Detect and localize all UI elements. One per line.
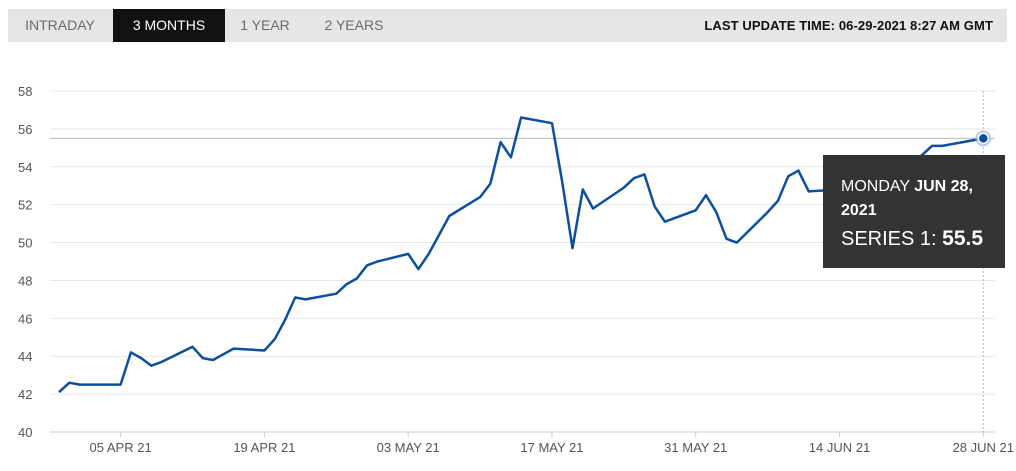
tooltip-date: MONDAY JUN 28, 2021 bbox=[841, 175, 993, 223]
data-point bbox=[447, 214, 451, 218]
x-tick-label: 19 APR 21 bbox=[233, 440, 295, 455]
y-tick-label: 50 bbox=[18, 236, 32, 251]
data-point bbox=[201, 356, 205, 360]
x-tick-label: 05 APR 21 bbox=[90, 440, 152, 455]
data-point bbox=[725, 237, 729, 241]
data-point bbox=[293, 295, 297, 299]
y-tick-label: 52 bbox=[18, 198, 32, 213]
data-point bbox=[519, 116, 523, 120]
tab-3-months[interactable]: 3 MONTHS bbox=[113, 9, 225, 42]
tab-intraday[interactable]: INTRADAY bbox=[25, 17, 95, 33]
data-point bbox=[67, 381, 71, 385]
tooltip-series-label: SERIES 1: bbox=[841, 228, 937, 250]
timeframe-tabbar: INTRADAY 3 MONTHS 1 YEAR 2 YEARS LAST UP… bbox=[8, 9, 1007, 42]
data-point bbox=[930, 144, 934, 148]
tooltip-date-value: JUN 28, 2021 bbox=[841, 178, 973, 219]
y-tick-label: 42 bbox=[18, 387, 32, 402]
data-point bbox=[704, 193, 708, 197]
data-point bbox=[406, 252, 410, 256]
data-point bbox=[581, 188, 585, 192]
data-point bbox=[283, 318, 287, 322]
data-point bbox=[694, 208, 698, 212]
data-point bbox=[488, 182, 492, 186]
data-point bbox=[571, 246, 575, 250]
data-point bbox=[499, 140, 503, 144]
x-tick-label: 17 MAY 21 bbox=[520, 440, 583, 455]
y-tick-label: 48 bbox=[18, 273, 32, 288]
data-point bbox=[119, 383, 123, 387]
x-tick-label: 31 MAY 21 bbox=[664, 440, 727, 455]
data-point bbox=[139, 356, 143, 360]
data-point bbox=[88, 383, 92, 387]
data-point bbox=[622, 186, 626, 190]
data-point bbox=[355, 277, 359, 281]
series-line bbox=[58, 116, 984, 394]
data-point bbox=[642, 172, 646, 176]
data-point bbox=[714, 210, 718, 214]
tooltip-value: 55.5 bbox=[942, 227, 984, 250]
y-tick-label: 58 bbox=[18, 84, 32, 99]
data-point bbox=[591, 206, 595, 210]
data-point bbox=[663, 220, 667, 224]
data-point bbox=[375, 260, 379, 264]
data-point bbox=[950, 142, 954, 146]
tab-2-years[interactable]: 2 YEARS bbox=[324, 17, 384, 33]
data-point bbox=[478, 195, 482, 199]
data-point bbox=[262, 349, 266, 353]
data-point bbox=[78, 383, 82, 387]
data-point bbox=[345, 282, 349, 286]
data-point bbox=[786, 174, 790, 178]
x-tick-label: 28 JUN 21 bbox=[953, 440, 1014, 455]
tooltip-weekday: MONDAY bbox=[841, 178, 910, 195]
highlight-point bbox=[977, 132, 990, 145]
data-point bbox=[776, 199, 780, 203]
y-tick-label: 40 bbox=[18, 425, 32, 440]
data-point bbox=[365, 263, 369, 267]
data-point bbox=[273, 337, 277, 341]
data-point bbox=[940, 144, 944, 148]
data-point bbox=[334, 292, 338, 296]
x-tick-label: 14 JUN 21 bbox=[809, 440, 870, 455]
data-point bbox=[303, 297, 307, 301]
y-tick-label: 54 bbox=[18, 160, 32, 175]
data-point bbox=[550, 121, 554, 125]
tab-1-year[interactable]: 1 YEAR bbox=[240, 17, 290, 33]
y-tick-label: 56 bbox=[18, 122, 32, 137]
data-point bbox=[796, 169, 800, 173]
data-point bbox=[766, 210, 770, 214]
data-point bbox=[735, 241, 739, 245]
data-point bbox=[221, 352, 225, 356]
data-point bbox=[560, 180, 564, 184]
data-point bbox=[129, 350, 133, 354]
data-point bbox=[416, 267, 420, 271]
data-point bbox=[807, 189, 811, 193]
data-point bbox=[160, 360, 164, 364]
data-point bbox=[437, 233, 441, 237]
data-point bbox=[653, 205, 657, 209]
last-update-time: LAST UPDATE TIME: 06-29-2021 8:27 AM GMT bbox=[704, 18, 993, 33]
y-tick-label: 44 bbox=[18, 349, 32, 364]
data-point bbox=[211, 358, 215, 362]
data-point bbox=[427, 252, 431, 256]
data-point bbox=[509, 155, 513, 159]
y-tick-label: 46 bbox=[18, 311, 32, 326]
data-point bbox=[149, 364, 153, 368]
x-tick-label: 03 MAY 21 bbox=[377, 440, 440, 455]
data-point bbox=[632, 176, 636, 180]
data-point bbox=[191, 345, 195, 349]
data-point bbox=[57, 390, 61, 394]
chart-tooltip: MONDAY JUN 28, 2021 SERIES 1: 55.5 bbox=[823, 155, 1005, 268]
tooltip-series: SERIES 1: 55.5 bbox=[841, 227, 993, 251]
data-point bbox=[232, 347, 236, 351]
